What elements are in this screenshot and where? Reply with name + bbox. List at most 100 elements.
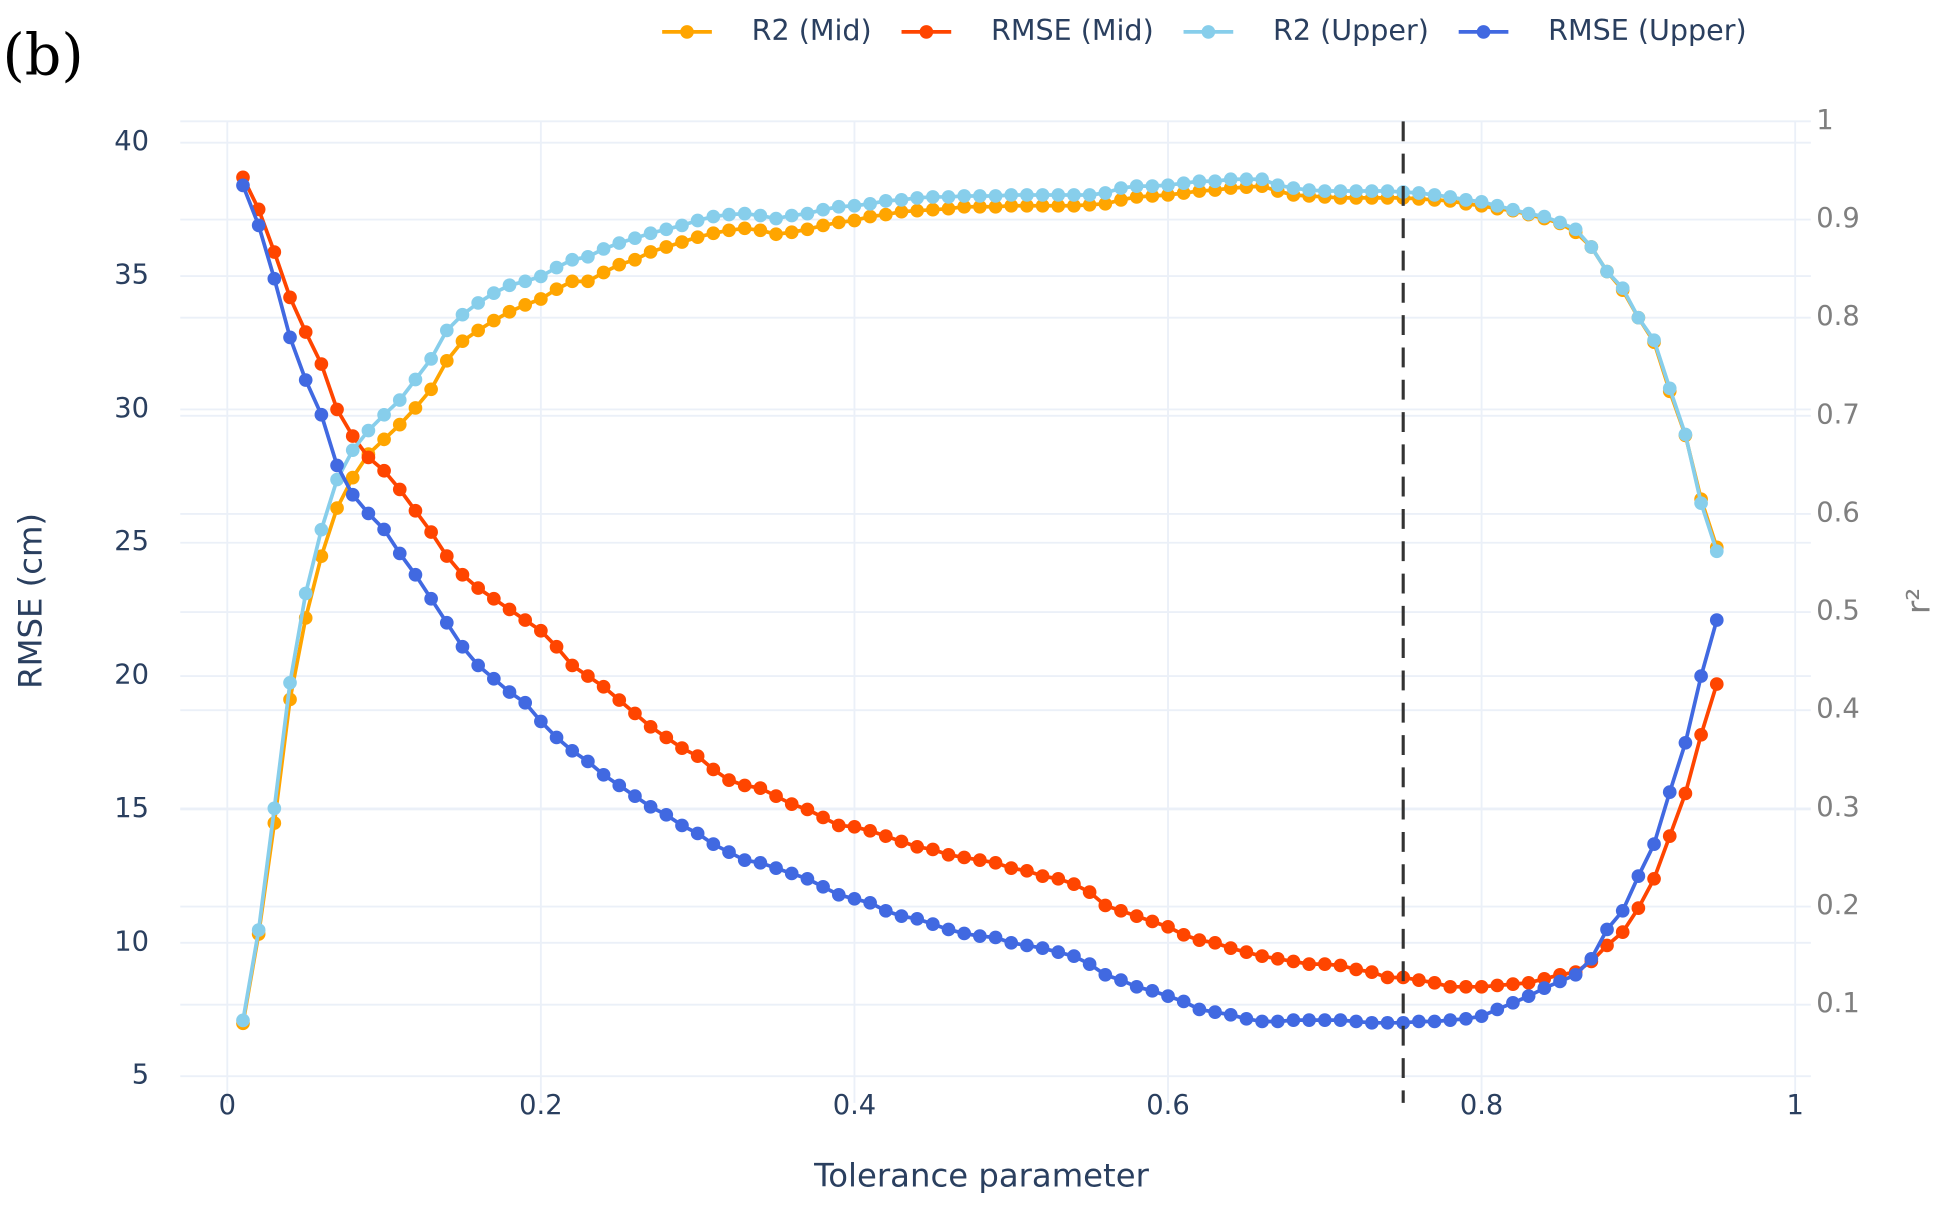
data-point	[283, 675, 297, 690]
data-point	[628, 789, 642, 803]
data-point	[926, 917, 940, 931]
data-point	[1051, 198, 1066, 213]
data-point	[596, 767, 611, 782]
data-point	[1051, 945, 1066, 959]
data-point	[1129, 979, 1144, 994]
data-point	[894, 834, 909, 849]
data-point	[831, 199, 846, 214]
data-point	[753, 223, 768, 238]
data-point	[988, 199, 1003, 214]
data-point	[612, 257, 627, 272]
data-point	[910, 839, 924, 854]
data-point	[408, 503, 423, 518]
data-point	[643, 719, 658, 734]
data-point	[1098, 967, 1113, 982]
data-point	[628, 231, 642, 245]
data-point	[863, 209, 877, 224]
data-point	[267, 271, 282, 286]
data-point	[330, 472, 344, 487]
data-point	[1208, 935, 1222, 950]
data-point	[722, 773, 736, 787]
data-point	[1302, 1013, 1316, 1027]
legend: R2 (Mid) RMSE (Mid) R2 (Upper) RMSE (Upper)	[662, 13, 1747, 47]
data-point	[1380, 184, 1395, 198]
data-point	[251, 923, 266, 937]
data-point	[439, 354, 454, 368]
data-point	[1365, 965, 1379, 979]
data-point	[330, 501, 344, 515]
data-point	[1412, 973, 1426, 987]
data-point	[737, 221, 752, 236]
data-point	[361, 450, 376, 465]
legend-label: R2 (Mid)	[752, 13, 872, 47]
data-point	[1615, 925, 1630, 939]
data-point	[408, 401, 423, 415]
legend-item: RMSE (Upper)	[1458, 13, 1747, 47]
legend-swatch-marker	[1201, 25, 1216, 39]
y-tick-label: 10	[114, 926, 149, 957]
data-point	[502, 304, 517, 319]
legend-swatch-marker	[1476, 25, 1491, 39]
data-point	[894, 193, 909, 207]
data-point	[659, 222, 674, 237]
data-point	[314, 357, 329, 371]
data-point	[910, 203, 924, 218]
data-point	[1427, 188, 1442, 202]
data-point	[534, 714, 548, 729]
data-point	[1161, 178, 1175, 192]
data-point	[1145, 983, 1160, 998]
data-point	[1035, 188, 1050, 202]
data-point	[1004, 198, 1019, 213]
data-point	[769, 211, 783, 226]
x-tick-label: 0.4	[833, 1090, 876, 1121]
data-point	[534, 292, 548, 306]
data-point	[549, 282, 564, 297]
data-point	[1161, 989, 1175, 1003]
data-point	[1176, 176, 1191, 191]
data-point	[1051, 871, 1066, 886]
data-point	[439, 615, 454, 630]
data-point	[878, 903, 893, 918]
legend-swatch-marker	[919, 25, 934, 39]
data-point	[518, 695, 533, 710]
data-point	[1145, 179, 1160, 193]
data-point	[534, 269, 548, 284]
data-point	[1223, 1007, 1238, 1022]
data-point	[706, 226, 721, 241]
data-point	[863, 895, 877, 910]
y-tick-label: 40	[114, 126, 149, 157]
data-point	[988, 930, 1003, 945]
data-point	[596, 679, 611, 694]
legend-swatch-marker	[680, 25, 694, 39]
data-point	[1255, 172, 1269, 187]
data-point	[863, 196, 877, 211]
data-point	[1302, 957, 1316, 971]
x-tick-label: 0	[219, 1090, 236, 1121]
data-point	[973, 853, 987, 867]
y2-tick-label: 0.6	[1816, 497, 1859, 528]
data-point	[377, 463, 391, 478]
data-point	[690, 749, 705, 763]
data-point	[784, 797, 799, 811]
data-point	[800, 222, 815, 237]
data-point	[1098, 898, 1113, 913]
data-point	[377, 522, 391, 537]
data-point	[612, 693, 627, 707]
data-point	[1239, 1011, 1254, 1026]
data-point	[1082, 188, 1097, 202]
plot-area	[236, 121, 1724, 1103]
data-point	[1662, 785, 1677, 799]
y2-tick-label: 1	[1816, 105, 1833, 136]
data-point	[1631, 901, 1646, 915]
data-point	[1427, 975, 1442, 990]
data-point	[737, 853, 752, 867]
data-point	[392, 393, 407, 407]
data-point	[1490, 1002, 1505, 1017]
data-point	[706, 209, 721, 224]
data-point	[1647, 333, 1661, 348]
data-point	[581, 754, 595, 769]
data-point	[753, 208, 768, 223]
data-point	[471, 323, 485, 338]
data-point	[565, 274, 580, 289]
